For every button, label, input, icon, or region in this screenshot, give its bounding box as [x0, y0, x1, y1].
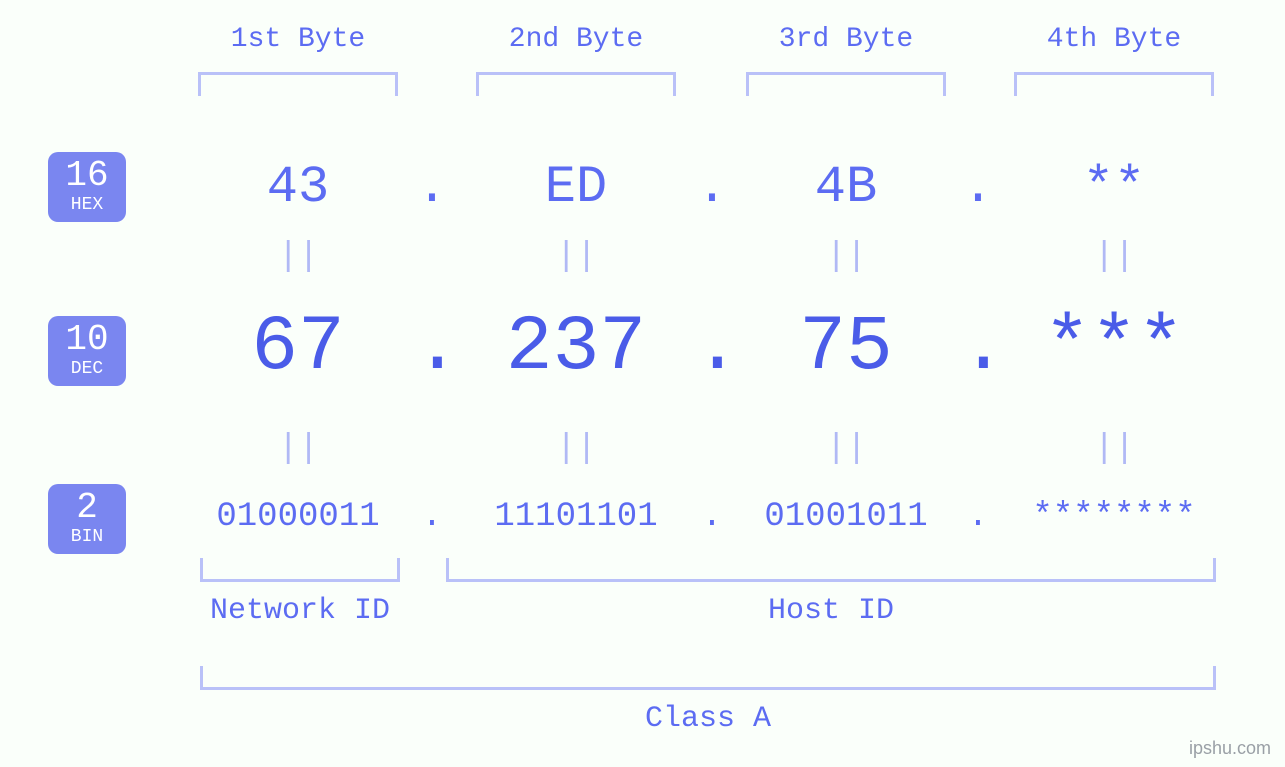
- hex-dot-3: .: [962, 158, 994, 217]
- eq-2-4: ||: [1094, 430, 1134, 468]
- dec-byte-2: 237: [456, 304, 696, 392]
- network-id-bracket: [200, 558, 400, 582]
- eq-1-3: ||: [826, 238, 866, 276]
- eq-1-1: ||: [278, 238, 318, 276]
- byte-bracket-2: [476, 72, 676, 96]
- bin-dot-2: .: [698, 498, 726, 536]
- byte-bracket-1: [198, 72, 398, 96]
- network-id-label: Network ID: [200, 594, 400, 628]
- eq-2-2: ||: [556, 430, 596, 468]
- hex-byte-4: **: [1014, 158, 1214, 217]
- hex-dot-2: .: [696, 158, 728, 217]
- dec-dot-3: .: [960, 304, 996, 392]
- class-label: Class A: [200, 702, 1216, 736]
- base-badge-bin: 2 BIN: [48, 484, 126, 554]
- eq-1-4: ||: [1094, 238, 1134, 276]
- hex-byte-3: 4B: [746, 158, 946, 217]
- base-badge-dec: 10 DEC: [48, 316, 126, 386]
- hex-byte-1: 43: [198, 158, 398, 217]
- base-badge-hex-num: 16: [48, 158, 126, 194]
- bin-byte-3: 01001011: [726, 498, 966, 536]
- hex-byte-2: ED: [476, 158, 676, 217]
- base-badge-hex-lbl: HEX: [48, 196, 126, 214]
- byte-header-3: 3rd Byte: [721, 24, 971, 55]
- bin-byte-4: ********: [994, 498, 1234, 536]
- dec-dot-2: .: [694, 304, 730, 392]
- watermark: ipshu.com: [1189, 738, 1271, 759]
- base-badge-bin-lbl: BIN: [48, 528, 126, 546]
- dec-byte-1: 67: [178, 304, 418, 392]
- bin-byte-2: 11101101: [456, 498, 696, 536]
- base-badge-dec-num: 10: [48, 322, 126, 358]
- byte-header-1: 1st Byte: [173, 24, 423, 55]
- ip-diagram: 1st Byte 2nd Byte 3rd Byte 4th Byte 16 H…: [0, 0, 1285, 767]
- dec-byte-4: ***: [994, 304, 1234, 392]
- host-id-label: Host ID: [446, 594, 1216, 628]
- dec-byte-3: 75: [726, 304, 966, 392]
- byte-bracket-4: [1014, 72, 1214, 96]
- eq-2-1: ||: [278, 430, 318, 468]
- host-id-bracket: [446, 558, 1216, 582]
- hex-dot-1: .: [416, 158, 448, 217]
- eq-1-2: ||: [556, 238, 596, 276]
- byte-header-2: 2nd Byte: [451, 24, 701, 55]
- byte-header-4: 4th Byte: [989, 24, 1239, 55]
- bin-dot-3: .: [964, 498, 992, 536]
- base-badge-dec-lbl: DEC: [48, 360, 126, 378]
- base-badge-bin-num: 2: [48, 490, 126, 526]
- dec-dot-1: .: [414, 304, 450, 392]
- byte-bracket-3: [746, 72, 946, 96]
- bin-byte-1: 01000011: [178, 498, 418, 536]
- eq-2-3: ||: [826, 430, 866, 468]
- base-badge-hex: 16 HEX: [48, 152, 126, 222]
- bin-dot-1: .: [418, 498, 446, 536]
- class-bracket: [200, 666, 1216, 690]
